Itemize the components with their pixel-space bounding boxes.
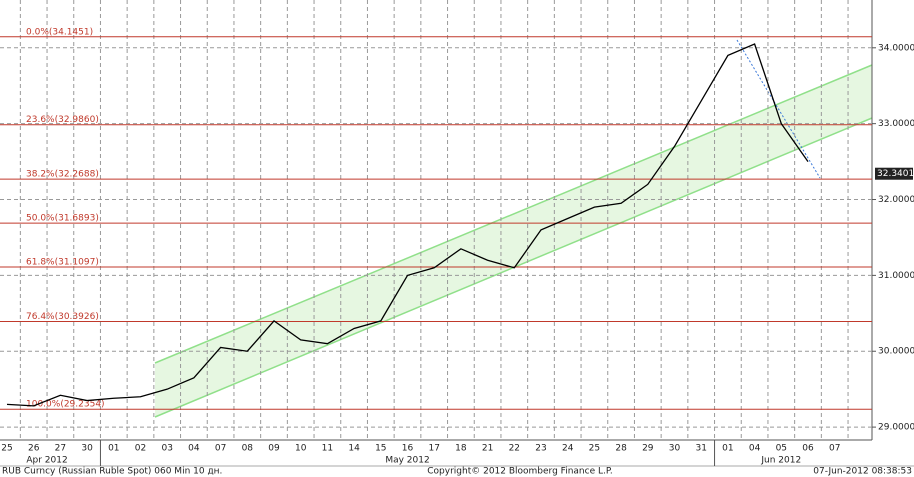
- x-tick-label: 01: [108, 444, 119, 454]
- x-tick-label: 16: [402, 444, 414, 454]
- x-tick-label: 24: [562, 444, 574, 454]
- x-tick-label: 31: [695, 444, 706, 454]
- x-tick-label: 05: [776, 444, 787, 454]
- footer-right: 07-Jun-2012 08:38:53: [813, 467, 912, 477]
- month-label: Apr 2012: [26, 456, 67, 466]
- month-label: May 2012: [385, 456, 429, 466]
- x-tick-label: 06: [802, 444, 814, 454]
- x-tick-label: 09: [268, 444, 280, 454]
- x-tick-label: 03: [161, 444, 172, 454]
- y-tick-label: 29.0000: [878, 423, 914, 433]
- x-tick-label: 22: [509, 444, 520, 454]
- trend-channel: [155, 65, 872, 417]
- fib-label: 38.2%(32.2688): [26, 170, 99, 180]
- month-label: Jun 2012: [760, 456, 801, 466]
- fib-label: 61.8%(31.1097): [26, 258, 99, 268]
- fib-label: 76.4%(30.3926): [26, 312, 99, 322]
- y-tick-label: 34.0000: [878, 43, 914, 53]
- x-tick-label: 10: [295, 444, 307, 454]
- x-tick-label: 26: [28, 444, 40, 454]
- x-tick-label: 29: [642, 444, 654, 454]
- x-tick-label: 07: [215, 444, 226, 454]
- y-tick-label: 30.0000: [878, 347, 914, 357]
- x-tick-label: 27: [55, 444, 66, 454]
- y-tick-label: 31.0000: [878, 271, 914, 281]
- x-tick-label: 04: [749, 444, 761, 454]
- x-tick-label: 28: [615, 444, 627, 454]
- channel-upper: [154, 64, 873, 364]
- x-tick-label: 25: [589, 444, 600, 454]
- fib-label: 0.0%(34.1451): [26, 27, 93, 37]
- fib-label: 100.0%(29.2354): [26, 400, 105, 410]
- fib-label: 23.6%(32.9860): [26, 115, 99, 125]
- y-tick-label: 33.0000: [878, 119, 914, 129]
- x-tick-label: 30: [669, 444, 681, 454]
- x-tick-label: 30: [81, 444, 93, 454]
- x-tick-label: 08: [242, 444, 254, 454]
- footer-center: Copyright© 2012 Bloomberg Finance L.P.: [427, 467, 612, 477]
- x-tick-label: 17: [428, 444, 439, 454]
- x-tick-label: 23: [535, 444, 546, 454]
- x-tick-label: 18: [455, 444, 467, 454]
- y-tick-label: 32.0000: [878, 195, 914, 205]
- x-tick-label: 02: [135, 444, 146, 454]
- last-price-label: 32.3401: [877, 169, 914, 179]
- x-tick-label: 14: [348, 444, 360, 454]
- x-tick-label: 25: [1, 444, 12, 454]
- footer-left: RUB Curncy (Russian Ruble Spot) 060 Min …: [2, 467, 222, 477]
- x-tick-label: 21: [482, 444, 493, 454]
- x-tick-label: 15: [375, 444, 386, 454]
- fib-label: 50.0%(31.6893): [26, 214, 99, 224]
- last-price-box: [875, 167, 913, 180]
- x-tick-label: 01: [722, 444, 733, 454]
- trend-line: [736, 39, 821, 179]
- x-tick-label: 04: [188, 444, 200, 454]
- x-tick-label: 11: [322, 444, 333, 454]
- price-line: [6, 43, 809, 407]
- x-tick-label: 07: [829, 444, 840, 454]
